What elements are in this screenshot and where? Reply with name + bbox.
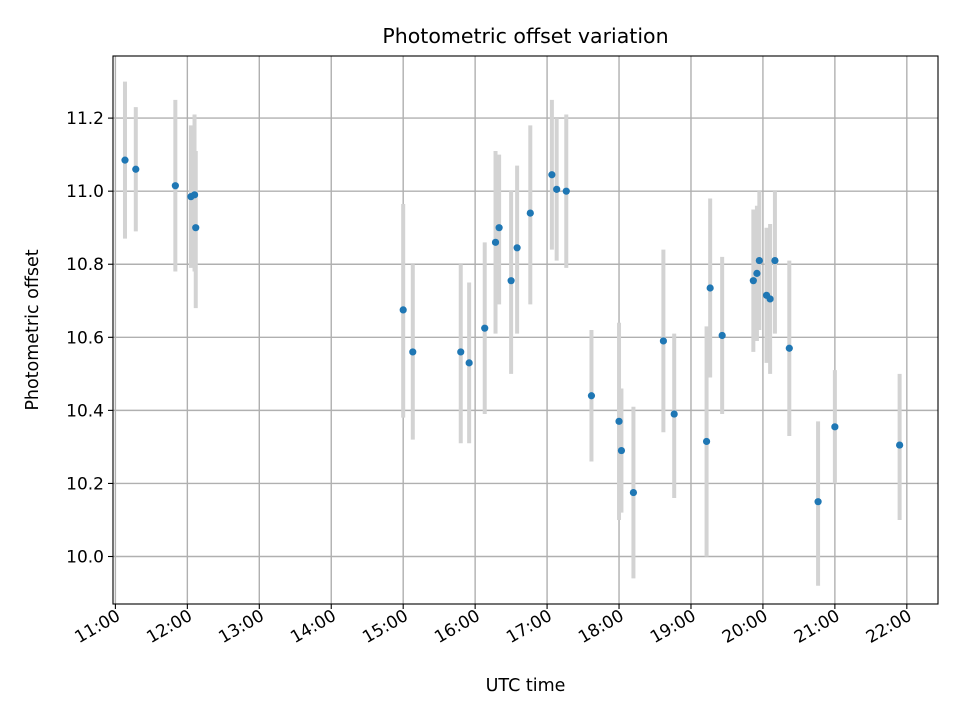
data-point [615, 417, 623, 425]
data-point [399, 306, 407, 314]
data-point [749, 277, 757, 285]
data-point [718, 331, 726, 340]
x-axis-label: UTC time [486, 676, 566, 696]
chart-title: Photometric offset variation [382, 24, 668, 48]
data-point [491, 238, 500, 246]
data-point [702, 437, 711, 446]
data-point [814, 498, 822, 506]
data-point [587, 392, 596, 400]
data-point [548, 171, 556, 179]
y-axis-label: Photometric offset [23, 249, 43, 410]
data-point [562, 187, 570, 195]
data-point [192, 224, 200, 232]
data-point [896, 441, 904, 449]
plot-frame [112, 55, 939, 605]
y-tick-label: 11.2 [66, 109, 104, 129]
data-point [526, 209, 534, 217]
data-point [831, 423, 839, 431]
y-tick-label: 10.8 [66, 255, 104, 275]
y-tick-label: 10.2 [66, 474, 104, 494]
y-tick-label: 10.6 [66, 328, 104, 348]
data-point [190, 191, 199, 199]
grid-layer [113, 56, 938, 604]
data-point [507, 277, 515, 285]
data-point [659, 337, 667, 345]
data-point [753, 269, 761, 277]
data-point [409, 348, 417, 356]
y-tick-label: 10.4 [66, 401, 104, 421]
data-point [465, 359, 473, 367]
data-point [617, 446, 626, 455]
data-point [132, 165, 140, 173]
data-point [629, 488, 638, 497]
data-point [766, 295, 774, 303]
point-layer [121, 156, 904, 506]
data-point [553, 185, 561, 193]
data-point [670, 410, 678, 418]
data-point [171, 182, 179, 190]
data-point [481, 324, 489, 332]
data-point [495, 224, 503, 232]
data-point [706, 284, 714, 292]
data-point [457, 348, 465, 356]
data-point [121, 156, 129, 164]
data-point [771, 256, 779, 265]
data-point [513, 244, 521, 252]
data-point [755, 256, 763, 265]
data-point [785, 344, 793, 352]
y-tick-label: 10.0 [66, 548, 104, 568]
y-tick-label: 11.0 [66, 182, 104, 202]
